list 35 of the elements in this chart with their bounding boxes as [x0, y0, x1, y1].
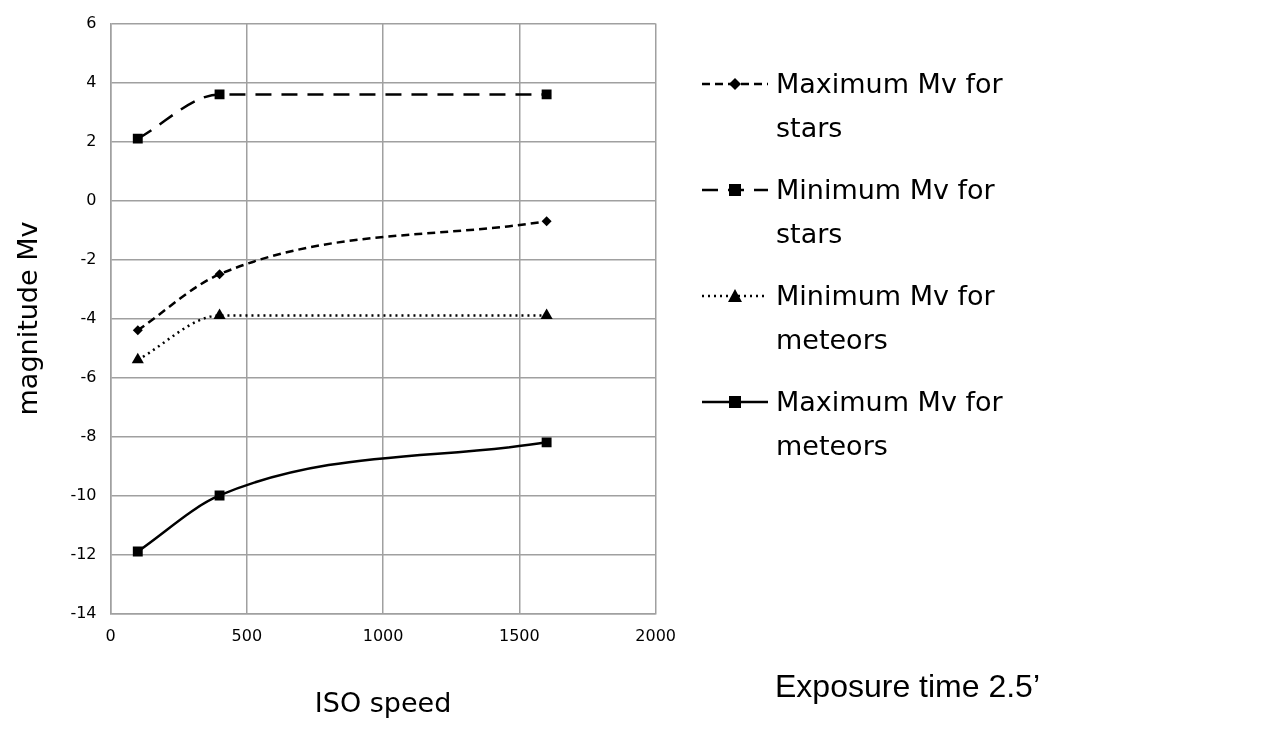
legend-label: Minimum Mv for stars — [776, 173, 996, 251]
x-tick-label: 500 — [231, 626, 263, 646]
x-tick-label: 0 — [105, 626, 116, 646]
x-tick-label: 2000 — [635, 626, 676, 646]
x-tick-label: 1000 — [362, 626, 404, 646]
point — [541, 216, 552, 227]
point — [213, 308, 226, 320]
legend-label: Minimum Mv for meteors — [776, 279, 996, 357]
point — [214, 490, 225, 501]
y-tick-label: 2 — [86, 130, 97, 150]
legend-label: Maximum Mv for stars — [776, 67, 1004, 145]
y-tick-label: -2 — [80, 248, 97, 268]
y-tick-label: -6 — [80, 366, 97, 386]
point — [132, 325, 143, 336]
point — [540, 308, 553, 320]
point — [541, 437, 552, 448]
text: Exposure time 2.5’ — [775, 668, 1041, 705]
y-tick-label: -12 — [70, 543, 97, 563]
point — [131, 352, 144, 364]
y-tick-label: -8 — [80, 425, 97, 445]
point — [541, 89, 552, 100]
point — [132, 133, 143, 144]
y-tick-label: 6 — [86, 12, 97, 32]
y-tick-label: -10 — [70, 484, 97, 504]
point — [214, 89, 225, 100]
y-tick-label: -4 — [80, 307, 97, 327]
x-axis-title: ISO speed — [314, 686, 452, 718]
legend-label: Maximum Mv for meteors — [776, 385, 1004, 463]
y-axis-title: magnitude Mv — [12, 221, 44, 416]
point — [214, 269, 225, 280]
y-tick-label: 4 — [86, 71, 97, 91]
x-tick-label: 1500 — [499, 626, 540, 646]
y-tick-label: -14 — [70, 602, 97, 622]
y-tick-label: 0 — [86, 189, 97, 209]
point — [132, 546, 143, 557]
